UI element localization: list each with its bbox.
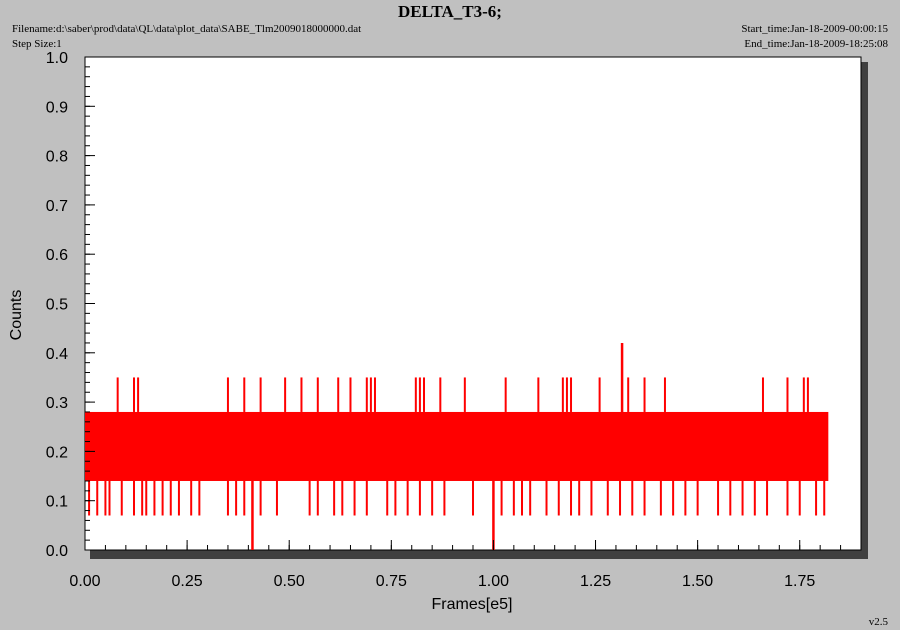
x-tick-label: 0.25 — [172, 573, 203, 590]
x-tick-label: 1.50 — [682, 573, 713, 590]
x-tick-label: 1.00 — [478, 573, 509, 590]
x-tick-label: 0.75 — [376, 573, 407, 590]
start-time-label: Start_time:Jan-18-2009-00:00:15 — [741, 23, 888, 35]
y-tick-label: 0.3 — [46, 395, 68, 412]
y-tick-label: 0.9 — [46, 99, 68, 116]
filename-label: Filename:d:\saber\prod\data\QL\data\plot… — [12, 23, 362, 35]
y-tick-label: 0.4 — [46, 346, 68, 363]
x-axis-label: Frames[e5] — [432, 596, 513, 613]
x-tick-label: 1.75 — [784, 573, 815, 590]
x-tick-label: 0.00 — [69, 573, 100, 590]
y-tick-label: 0.5 — [46, 297, 68, 314]
y-tick-label: 0.0 — [46, 543, 68, 560]
y-tick-label: 0.8 — [46, 149, 68, 166]
x-tick-label: 0.50 — [274, 573, 305, 590]
step-size-label: Step Size:1 — [12, 38, 62, 50]
y-tick-label: 0.2 — [46, 444, 68, 461]
axis-layer: 0.0 0.1 0.2 0.3 0.4 0.5 0.6 0.7 0.8 0.9 1.0 0.00 0.2… — [46, 50, 862, 590]
y-tick-label: 0.7 — [46, 198, 68, 215]
chart-title: DELTA_T3-6; — [398, 2, 502, 21]
series-layer — [85, 342, 829, 550]
y-tick-label: 0.6 — [46, 247, 68, 264]
end-time-label: End_time:Jan-18-2009-18:25:08 — [744, 38, 888, 50]
x-tick-label: 1.25 — [580, 573, 611, 590]
y-tick-label: 0.1 — [46, 494, 68, 511]
y-axis-label: Counts — [8, 290, 25, 341]
version-label: v2.5 — [868, 616, 888, 628]
series-band — [85, 411, 829, 481]
y-tick-label: 1.0 — [46, 50, 68, 67]
